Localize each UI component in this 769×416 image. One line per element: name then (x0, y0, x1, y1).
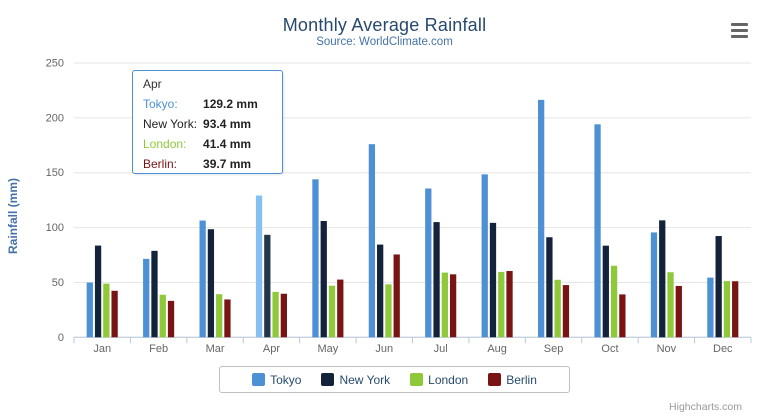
svg-text:Dec: Dec (713, 343, 733, 355)
svg-text:Feb: Feb (149, 343, 168, 355)
svg-text:200: 200 (46, 112, 64, 124)
svg-text:150: 150 (46, 167, 64, 179)
svg-text:Mar: Mar (206, 343, 225, 355)
svg-text:Nov: Nov (657, 343, 677, 355)
svg-text:50: 50 (52, 277, 64, 289)
svg-text:May: May (317, 343, 338, 355)
svg-text:Apr: Apr (263, 343, 280, 355)
svg-text:100: 100 (46, 222, 64, 234)
svg-text:Sep: Sep (544, 343, 564, 355)
svg-text:Oct: Oct (601, 343, 618, 355)
svg-text:250: 250 (46, 58, 64, 70)
svg-text:0: 0 (58, 332, 64, 344)
svg-text:Jul: Jul (434, 343, 448, 355)
svg-text:Jun: Jun (375, 343, 393, 355)
svg-text:Jan: Jan (93, 343, 111, 355)
svg-text:Aug: Aug (487, 343, 507, 355)
